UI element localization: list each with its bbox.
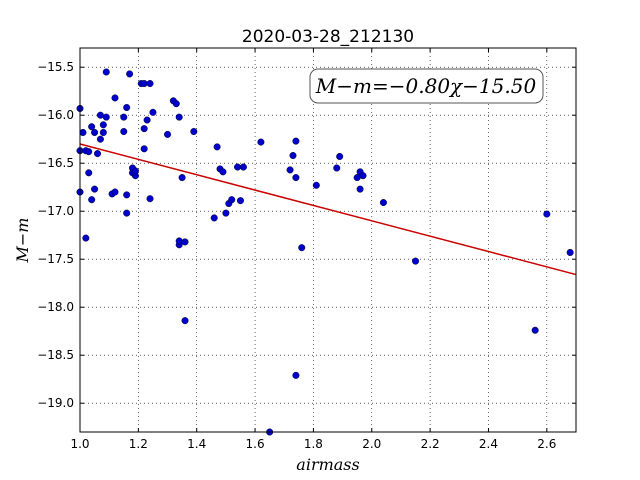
y-tick-label: −16.5	[37, 156, 74, 170]
data-point	[123, 209, 131, 217]
x-tick-label: 2.2	[421, 437, 440, 451]
data-point	[333, 164, 341, 172]
x-tick-label: 1.4	[187, 437, 206, 451]
x-tick-label: 1.8	[304, 437, 323, 451]
y-tick-label: −19.0	[37, 396, 74, 410]
x-tick-label: 1.0	[70, 437, 89, 451]
grid-lines	[79, 48, 576, 432]
data-point	[213, 143, 221, 151]
data-point	[94, 150, 102, 158]
data-point	[102, 113, 110, 121]
data-point	[359, 172, 367, 180]
x-axis-label: airmass	[296, 455, 359, 474]
data-point	[298, 244, 306, 252]
data-point	[236, 197, 244, 205]
data-point	[91, 128, 99, 136]
data-point	[257, 138, 265, 146]
data-point	[120, 128, 128, 136]
plot-frame	[79, 47, 577, 433]
y-tick-label: −15.5	[37, 60, 74, 74]
x-tick-label: 2.6	[537, 437, 556, 451]
data-point	[120, 113, 128, 121]
data-point	[292, 371, 300, 379]
x-tick-label: 1.2	[129, 437, 148, 451]
data-point	[379, 199, 387, 207]
data-point	[543, 210, 551, 218]
y-axis-label: M−m	[13, 218, 32, 264]
y-axis-ticks: −19.0 −18.5 −18.0 −17.5 −17.0 −16.5 −16.0 −15.5	[37, 60, 576, 410]
data-point	[140, 145, 148, 153]
x-axis-ticks: 1.0 1.2 1.4 1.6 1.8 2.0 2.2 2.4 2.6	[70, 48, 556, 451]
data-point	[91, 185, 99, 193]
chart-title: 2020-03-28_212130	[242, 27, 414, 47]
data-point	[96, 111, 104, 119]
data-point	[82, 234, 90, 242]
data-point	[181, 317, 189, 325]
data-point	[336, 152, 344, 160]
data-point	[531, 326, 539, 334]
data-point	[175, 113, 183, 121]
data-point	[289, 152, 297, 160]
data-point	[85, 148, 93, 156]
data-point	[172, 100, 180, 108]
data-point	[292, 137, 300, 145]
data-point	[164, 130, 172, 138]
equation-box-frame	[309, 68, 544, 104]
data-point	[96, 135, 104, 143]
data-points	[76, 68, 574, 436]
data-point	[111, 94, 119, 102]
data-point	[126, 70, 134, 78]
fit-equation-box: M−m=−0.80χ−15.50	[309, 68, 544, 104]
data-point	[356, 185, 364, 193]
data-point	[99, 121, 107, 129]
data-point	[178, 174, 186, 182]
data-point	[239, 163, 247, 171]
data-point	[102, 68, 110, 76]
data-point	[140, 125, 148, 133]
x-tick-label: 1.6	[246, 437, 265, 451]
data-point	[99, 128, 107, 136]
data-point	[143, 116, 151, 124]
data-point	[146, 195, 154, 203]
data-point	[312, 181, 320, 189]
data-point	[175, 237, 183, 245]
data-point	[88, 196, 96, 204]
data-point	[566, 248, 574, 256]
y-tick-label: −17.5	[37, 252, 74, 266]
data-point	[286, 166, 294, 174]
data-point	[181, 238, 189, 246]
data-point	[85, 169, 93, 177]
y-tick-label: −16.0	[37, 108, 74, 122]
fit-line-layer	[79, 143, 577, 276]
fit-line	[79, 143, 577, 276]
data-point	[210, 214, 218, 222]
x-tick-label: 2.0	[362, 437, 381, 451]
data-point	[149, 108, 157, 116]
data-point	[79, 128, 87, 136]
data-point	[190, 128, 198, 136]
y-tick-label: −18.0	[37, 300, 74, 314]
data-point	[219, 168, 227, 176]
x-tick-label: 2.4	[479, 437, 498, 451]
data-point	[146, 80, 154, 88]
data-point	[353, 174, 361, 182]
data-point	[88, 123, 96, 131]
data-point	[140, 80, 148, 88]
data-point	[292, 174, 300, 182]
data-point	[123, 104, 131, 112]
data-point	[412, 257, 420, 265]
fit-equation: M−m=−0.80χ−15.50	[315, 74, 537, 98]
y-tick-label: −18.5	[37, 348, 74, 362]
y-tick-label: −17.0	[37, 204, 74, 218]
data-point	[222, 209, 230, 217]
data-point	[234, 163, 242, 171]
data-point	[228, 196, 236, 204]
data-point	[111, 188, 119, 196]
data-point	[123, 191, 131, 199]
data-point	[131, 167, 139, 175]
